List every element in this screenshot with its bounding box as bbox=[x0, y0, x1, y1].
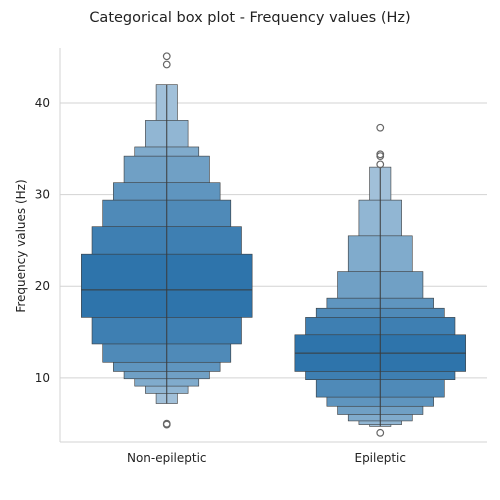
x-tick-label: Epileptic bbox=[354, 451, 406, 465]
outlier-point bbox=[376, 123, 385, 132]
x-tick-label: Non-epileptic bbox=[127, 451, 207, 465]
chart-title: Categorical box plot - Frequency values … bbox=[89, 10, 410, 26]
plot-area bbox=[81, 52, 466, 437]
x-axis-ticks: Non-epileptic Epileptic bbox=[127, 451, 406, 465]
outlier-point bbox=[376, 428, 385, 437]
y-tick-label: 30 bbox=[35, 188, 50, 202]
y-tick-label: 20 bbox=[35, 279, 50, 293]
outlier-point bbox=[162, 60, 171, 69]
box-group bbox=[81, 52, 253, 429]
y-axis-ticks: 10 20 30 40 bbox=[35, 96, 50, 385]
y-tick-label: 10 bbox=[35, 371, 50, 385]
box-group bbox=[294, 123, 466, 437]
axes bbox=[59, 48, 487, 443]
outlier-point bbox=[376, 160, 385, 169]
outlier-point bbox=[162, 52, 171, 61]
y-tick-label: 40 bbox=[35, 96, 50, 110]
y-axis-label: Frequency values (Hz) bbox=[14, 179, 28, 312]
outlier-point bbox=[162, 420, 171, 429]
outlier-point bbox=[376, 152, 385, 161]
